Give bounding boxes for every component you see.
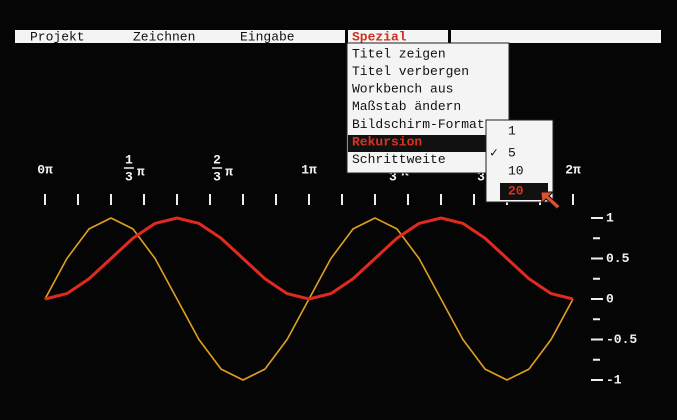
submenu-item[interactable]: 20	[508, 183, 524, 198]
screen: 0π13π23π1π43π53π2π10.50-0.5-1 Projekt Ze…	[0, 0, 677, 420]
y-tick-label: 1	[606, 210, 614, 225]
menu-item[interactable]: Maßstab ändern	[352, 99, 461, 114]
checkmark: ✓	[490, 145, 498, 160]
menu-title[interactable]: Projekt	[30, 29, 85, 44]
x-tick-numerator: 1	[125, 152, 133, 167]
menu-item[interactable]: Workbench aus	[352, 82, 453, 97]
page: {"menubar": {"items": ["Projekt", "Zeich…	[0, 0, 677, 420]
x-tick-unit: π	[137, 164, 145, 179]
submenu-item[interactable]: 1	[508, 123, 516, 138]
background	[0, 0, 677, 420]
menu-title[interactable]: Eingabe	[240, 29, 295, 44]
submenu-item[interactable]: 5	[508, 145, 516, 160]
menu-item[interactable]: Titel verbergen	[352, 64, 469, 79]
menu-item[interactable]: Bildschirm-Format	[352, 117, 485, 132]
menu-item[interactable]: Titel zeigen	[352, 46, 446, 61]
x-tick-numerator: 2	[213, 152, 221, 167]
menubar-rest	[451, 30, 661, 43]
x-tick-label: 2π	[565, 162, 581, 177]
menu-item[interactable]: Schrittweite	[352, 152, 446, 167]
x-tick-denominator: 3	[125, 169, 133, 184]
x-tick-label: 0π	[37, 162, 53, 177]
menu-title-active[interactable]: Spezial	[352, 29, 407, 44]
x-tick-label: 1π	[301, 162, 317, 177]
menu-item[interactable]: Rekursion	[352, 134, 422, 149]
submenu-item[interactable]: 10	[508, 163, 524, 178]
x-tick-unit: π	[225, 164, 233, 179]
y-tick-label: 0.5	[606, 251, 630, 266]
menu-title[interactable]: Zeichnen	[133, 29, 195, 44]
x-tick-denominator: 3	[213, 169, 221, 184]
y-tick-label: 0	[606, 291, 614, 306]
y-tick-label: -1	[606, 372, 622, 387]
y-tick-label: -0.5	[606, 332, 637, 347]
